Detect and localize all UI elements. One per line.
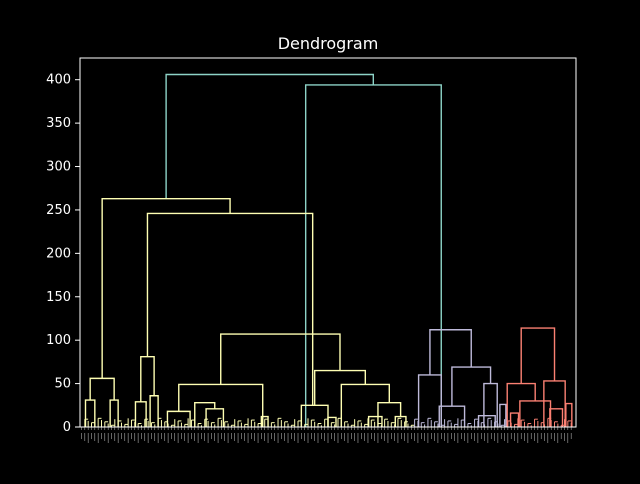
dendrogram-merge <box>451 366 492 407</box>
y-axis: 0 50 100 150 200 250 300 350 400 <box>46 73 80 435</box>
dendrogram-merge <box>109 399 119 427</box>
dendrogram-merge <box>220 333 341 385</box>
dendrogram-merge <box>313 369 367 406</box>
dendrogram-merge <box>483 382 498 427</box>
y-tick-label: 150 <box>46 290 71 305</box>
y-tick-label: 300 <box>46 160 71 175</box>
dendrogram-merge <box>520 327 556 384</box>
dendrogram-merge <box>166 410 191 427</box>
dendrogram-merge <box>509 412 520 427</box>
dendrogram-merge <box>417 374 442 427</box>
dendrogram-merge <box>205 408 225 427</box>
y-tick-label: 200 <box>46 246 71 261</box>
leaf-stubs <box>84 417 572 427</box>
y-tick-label: 350 <box>46 116 71 131</box>
dendrogram-merge <box>300 404 329 427</box>
dendrogram-merge <box>565 402 573 427</box>
dendrogram-merge <box>165 73 375 199</box>
y-tick-label: 0 <box>63 420 71 435</box>
dendrogram-merge <box>438 405 466 427</box>
dendrogram-merge <box>506 382 536 427</box>
dendrogram-merge <box>84 399 96 427</box>
x-axis <box>81 427 572 443</box>
y-tick-label: 100 <box>46 333 71 348</box>
chart-title: Dendrogram <box>278 34 379 53</box>
dendrogram-merge <box>304 84 442 427</box>
dendrogram-merge <box>429 329 472 375</box>
y-tick-label: 250 <box>46 203 71 218</box>
y-tick-label: 50 <box>54 377 71 392</box>
dendrogram-merge <box>367 415 383 427</box>
dendrogram-links <box>84 73 573 427</box>
dendrogram-merge <box>377 401 402 427</box>
dendrogram-merge <box>146 212 314 406</box>
dendrogram-merge <box>194 401 216 427</box>
axes-frame <box>79 57 577 428</box>
dendrogram-merge <box>149 395 159 427</box>
dendrogram-merge <box>140 355 155 402</box>
dendrogram-merge <box>101 197 231 379</box>
dendrogram-merge <box>340 383 390 427</box>
dendrogram-merge <box>134 401 147 427</box>
y-tick-label: 400 <box>46 73 71 88</box>
dendrogram-merge <box>178 383 264 427</box>
dendrogram-merge <box>499 403 507 427</box>
dendrogram-merge <box>549 408 564 427</box>
dendrogram-merge <box>89 377 115 401</box>
